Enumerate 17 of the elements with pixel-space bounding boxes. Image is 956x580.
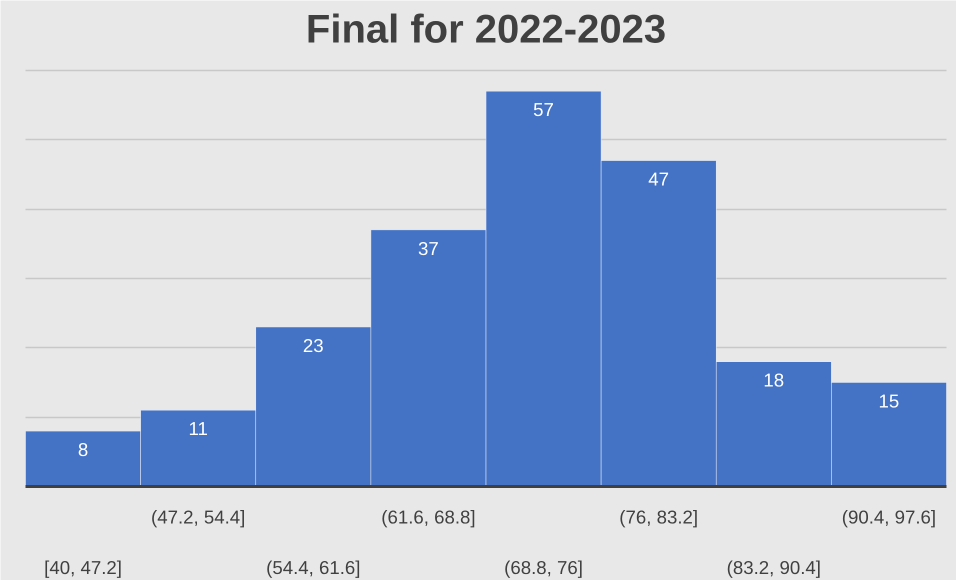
data-label: 18 xyxy=(763,370,784,391)
x-tick-label: (47.2, 54.4] xyxy=(150,506,246,528)
data-label: 11 xyxy=(188,418,208,440)
chart-title: Final for 2022-2023 xyxy=(306,8,666,52)
x-tick-label: (68.8, 76] xyxy=(504,556,583,578)
data-label: 15 xyxy=(878,390,900,412)
data-label: 23 xyxy=(302,334,324,356)
x-tick-label: (83.2, 90.4] xyxy=(726,556,822,578)
data-label: 37 xyxy=(418,238,439,259)
x-tick-label: (61.6, 68.8] xyxy=(381,506,476,528)
x-tick-label: (76, 83.2] xyxy=(619,506,698,528)
x-tick-label: (90.4, 97.6] xyxy=(842,506,936,528)
x-tick-label: [40, 47.2] xyxy=(44,556,122,578)
x-tick-label: (54.4, 61.6] xyxy=(266,556,361,578)
data-label: 8 xyxy=(78,439,88,460)
data-label: 57 xyxy=(533,99,554,120)
data-label: 47 xyxy=(648,168,670,190)
